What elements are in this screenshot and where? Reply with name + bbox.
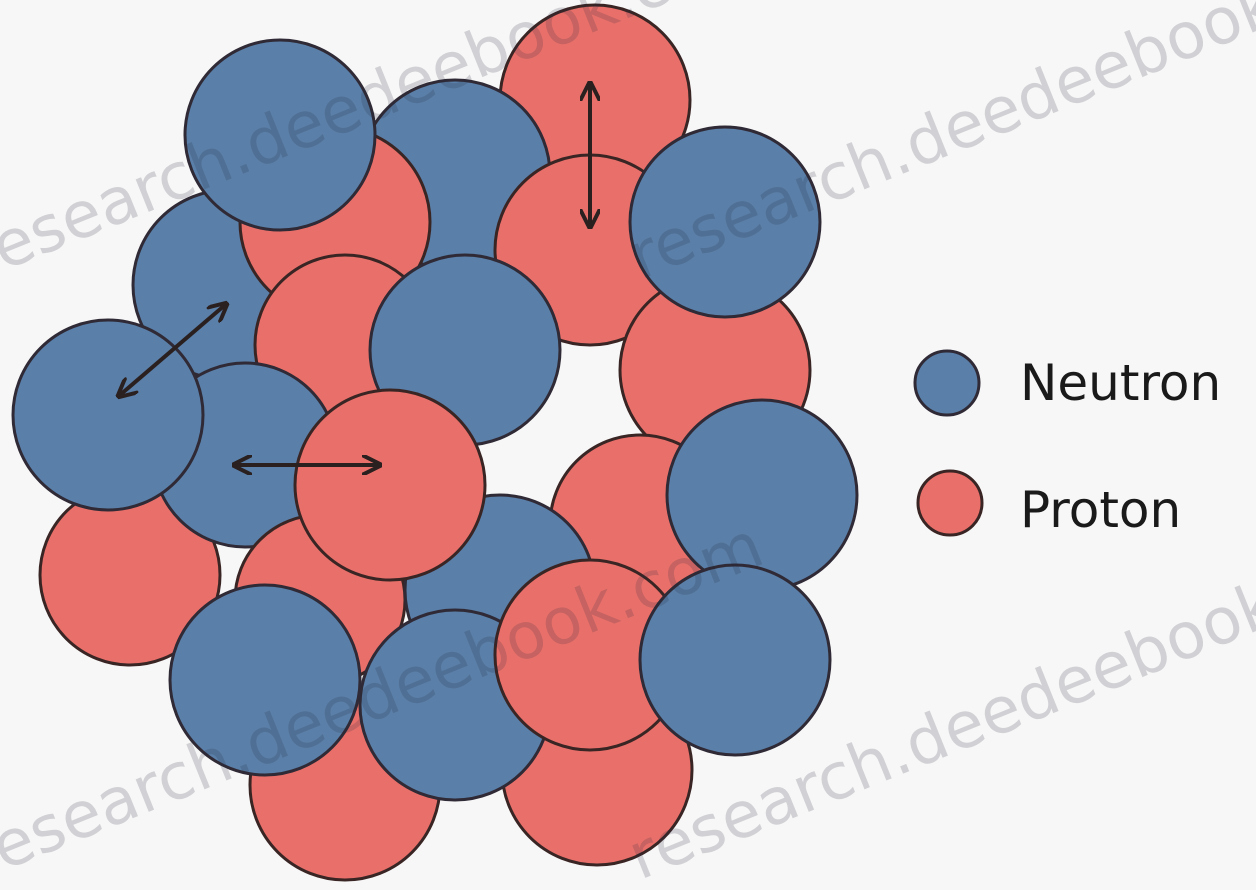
legend-label: Proton (1020, 481, 1181, 539)
legend-label: Neutron (1020, 354, 1221, 412)
nucleus-diagram: Neutron Proton research.deedeebook.com r… (0, 0, 1256, 890)
proton (295, 390, 485, 580)
legend-swatch (915, 351, 979, 415)
legend-swatch (918, 471, 982, 535)
